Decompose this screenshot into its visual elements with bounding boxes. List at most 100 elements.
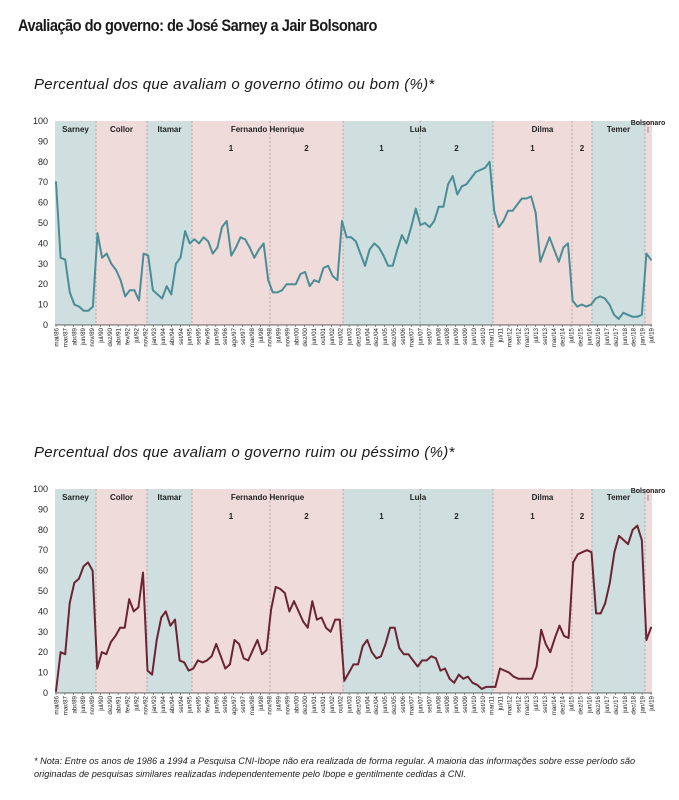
positive-data-point bbox=[474, 171, 477, 173]
negative-data-point bbox=[535, 665, 538, 668]
positive-term-label: 1 bbox=[379, 144, 384, 153]
positive-data-point bbox=[64, 258, 67, 261]
negative-x-tick-label: jun/05 bbox=[382, 695, 389, 713]
positive-x-tick-label: jun/94 bbox=[160, 327, 167, 345]
negative-x-tick-label: ago/97 bbox=[231, 695, 238, 714]
positive-x-tick-label: jul/11 bbox=[498, 327, 505, 343]
negative-data-point bbox=[640, 539, 643, 541]
negative-x-tick-label: jul/98 bbox=[258, 695, 265, 711]
negative-president-label: Temer bbox=[607, 493, 630, 502]
positive-data-point bbox=[451, 175, 454, 177]
positive-data-point bbox=[604, 297, 606, 300]
positive-data-point bbox=[179, 256, 182, 259]
negative-data-point bbox=[68, 602, 71, 605]
positive-data-point bbox=[248, 246, 251, 249]
positive-data-point bbox=[78, 305, 80, 308]
negative-y-tick-label: 30 bbox=[38, 627, 48, 637]
positive-data-point bbox=[175, 262, 177, 265]
positive-data-point bbox=[198, 242, 200, 245]
negative-data-point bbox=[247, 659, 250, 662]
positive-data-point bbox=[484, 167, 486, 169]
positive-data-point bbox=[405, 242, 408, 245]
positive-president-label: Fernando Henrique bbox=[231, 125, 305, 134]
negative-x-tick-label: nov/99 bbox=[284, 695, 291, 714]
negative-period-band bbox=[645, 489, 652, 693]
positive-president-label: Sarney bbox=[62, 125, 89, 134]
positive-data-point bbox=[294, 283, 297, 286]
positive-data-point bbox=[262, 242, 265, 245]
positive-x-tick-label: nov/99 bbox=[284, 327, 291, 346]
negative-period-band bbox=[55, 489, 96, 693]
positive-data-point bbox=[211, 252, 214, 255]
positive-term-label: 2 bbox=[580, 144, 585, 153]
negative-data-point bbox=[242, 657, 245, 660]
positive-x-tick-label: abr/91 bbox=[116, 327, 123, 345]
positive-data-point bbox=[87, 309, 90, 312]
positive-data-point bbox=[170, 293, 173, 296]
negative-x-tick-label: dez/15 bbox=[577, 695, 584, 714]
positive-data-point bbox=[410, 226, 413, 228]
positive-x-tick-label: dez/00 bbox=[302, 327, 309, 346]
negative-data-point bbox=[73, 581, 76, 584]
negative-period-band bbox=[96, 489, 147, 693]
positive-data-point bbox=[631, 315, 634, 318]
positive-x-tick-label: jun/96 bbox=[213, 327, 220, 345]
negative-x-tick-label: dez/04 bbox=[373, 695, 380, 714]
positive-period-band bbox=[493, 121, 572, 325]
positive-data-point bbox=[640, 313, 643, 316]
negative-data-point bbox=[123, 626, 126, 629]
negative-data-point bbox=[206, 659, 208, 662]
negative-x-tick-label: mar/98 bbox=[249, 695, 256, 715]
negative-x-tick-label: jul/92 bbox=[133, 695, 140, 711]
positive-x-tick-label: nov/92 bbox=[142, 327, 149, 346]
negative-data-point bbox=[558, 624, 561, 627]
positive-x-tick-label: dez/90 bbox=[107, 327, 114, 346]
positive-data-point bbox=[382, 254, 385, 257]
negative-x-tick-label: mar/11 bbox=[489, 695, 496, 714]
positive-data-point bbox=[396, 248, 399, 251]
positive-data-point bbox=[304, 271, 306, 273]
positive-data-point bbox=[138, 299, 140, 302]
positive-data-point bbox=[128, 289, 131, 292]
negative-data-point bbox=[512, 675, 515, 678]
negative-data-point bbox=[114, 635, 117, 637]
negative-data-point bbox=[521, 677, 524, 680]
positive-x-tick-label: set/06 bbox=[400, 327, 407, 344]
positive-y-tick-label: 0 bbox=[43, 320, 48, 330]
negative-y-tick-label: 10 bbox=[38, 668, 48, 678]
negative-data-point bbox=[352, 663, 355, 666]
negative-x-tick-label: dez/03 bbox=[355, 695, 362, 714]
negative-x-tick-label: jun/08 bbox=[435, 695, 442, 713]
negative-data-point bbox=[210, 655, 213, 658]
positive-y-tick-label: 20 bbox=[38, 279, 48, 289]
positive-data-point bbox=[258, 248, 260, 251]
positive-data-point bbox=[493, 209, 496, 212]
positive-x-tick-label: dez/03 bbox=[355, 327, 362, 346]
negative-x-tick-label: abr/89 bbox=[71, 695, 78, 713]
positive-data-point bbox=[387, 264, 389, 267]
negative-data-point bbox=[164, 610, 167, 613]
negative-data-point bbox=[183, 661, 186, 664]
negative-data-point bbox=[576, 553, 579, 556]
negative-data-point bbox=[370, 651, 373, 654]
positive-x-tick-label: jul/13 bbox=[533, 327, 540, 343]
negative-president-label: Fernando Henrique bbox=[231, 493, 305, 502]
positive-data-point bbox=[345, 236, 348, 239]
positive-x-tick-label: jun/08 bbox=[435, 327, 442, 345]
positive-y-tick-label: 10 bbox=[38, 300, 48, 310]
negative-data-point bbox=[178, 659, 181, 662]
negative-data-point bbox=[645, 639, 648, 641]
positive-data-point bbox=[378, 246, 380, 249]
positive-data-point bbox=[414, 207, 417, 210]
positive-data-point bbox=[567, 242, 569, 245]
negative-data-point bbox=[604, 602, 607, 605]
positive-data-point bbox=[354, 240, 357, 243]
negative-x-tick-label: jul/19 bbox=[649, 695, 656, 711]
positive-data-point bbox=[253, 256, 256, 259]
positive-data-point bbox=[465, 183, 468, 186]
chart-title-negative: Percentual dos que avaliam o governo rui… bbox=[34, 444, 455, 461]
positive-x-tick-label: mar/11 bbox=[489, 327, 496, 346]
negative-data-point bbox=[485, 686, 488, 688]
positive-data-point bbox=[239, 236, 242, 239]
negative-data-point bbox=[467, 675, 469, 678]
